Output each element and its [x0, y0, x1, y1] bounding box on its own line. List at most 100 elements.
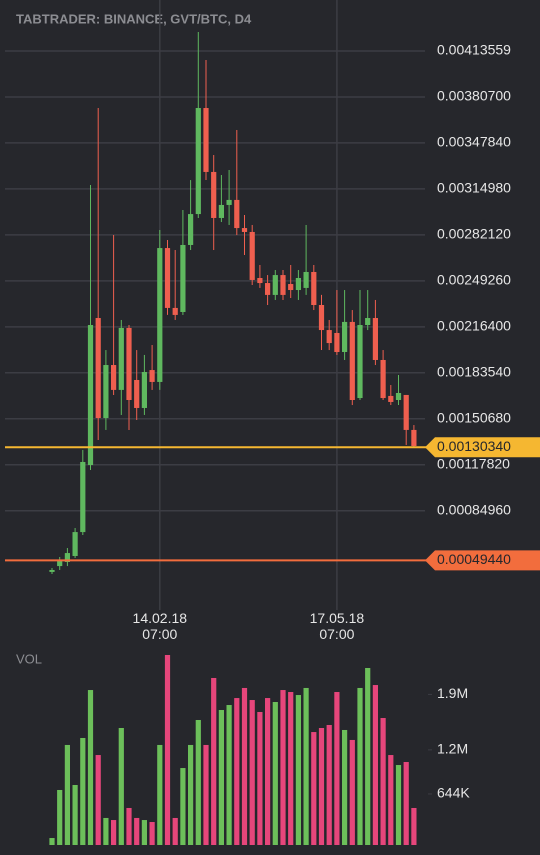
volume-bar [234, 698, 240, 845]
volume-bar [303, 687, 309, 845]
candle-body [111, 365, 117, 390]
volume-bar [95, 755, 101, 845]
candle-body [134, 379, 140, 408]
y-tick-label: 0.00347840 [437, 134, 511, 150]
volume-bar [349, 739, 355, 845]
candle-body [188, 214, 194, 245]
candle-body [157, 248, 163, 382]
volume-bar [164, 654, 171, 845]
volume-bar [265, 698, 271, 845]
y-tick-label: 0.00084960 [437, 501, 511, 517]
volume-bar [295, 695, 301, 845]
price-badge [425, 437, 540, 458]
y-tick-label: 1.9M [437, 685, 468, 701]
candle-body [272, 275, 278, 295]
candle-body [372, 318, 378, 360]
volume-bar [365, 667, 371, 845]
candle-body [295, 277, 301, 291]
candle-body [72, 532, 78, 556]
volume-bar [272, 702, 278, 845]
volume-bar [241, 687, 248, 845]
volume-bar [188, 744, 194, 845]
volume-title: VOL [16, 651, 42, 666]
volume-bar [318, 728, 325, 845]
volume-bar [49, 838, 55, 845]
candle-body [103, 365, 109, 419]
y-tick-label: 0.00249260 [437, 272, 511, 288]
volume-bar [87, 690, 94, 845]
volume-bar [172, 817, 178, 845]
volume-bar [72, 784, 78, 845]
x-tick-label: 14.02.18 07:00 [132, 610, 188, 642]
candle-body [80, 461, 86, 533]
candle-body [141, 372, 147, 408]
volume-bar [280, 690, 286, 845]
candle-body [126, 327, 132, 400]
volume-bar [249, 700, 255, 845]
y-tick-label: 0.00314980 [437, 180, 511, 196]
candle-body [303, 271, 309, 288]
volume-bar [411, 807, 417, 845]
candle-body [164, 248, 171, 308]
y-tick-label: 0.00413559 [437, 42, 511, 58]
candle-body [326, 330, 332, 344]
candle-body [57, 561, 63, 567]
volume-bar [134, 817, 140, 845]
y-tick-label: 1.2M [437, 741, 468, 757]
candle-body [49, 569, 55, 572]
candle-body [411, 429, 417, 447]
volume-bar [334, 692, 340, 845]
y-tick-label: 0.00282120 [437, 226, 511, 242]
candle-body [241, 228, 248, 232]
volume-bar [311, 732, 317, 845]
volume-bar [141, 820, 147, 845]
volume-bar [288, 692, 294, 845]
candle-body [395, 393, 402, 400]
price-line-label: 0.00049440 [437, 551, 511, 567]
candle-body [257, 277, 263, 284]
candle-body [64, 553, 70, 563]
y-tick-label: 644K [437, 785, 470, 801]
candle-body [357, 325, 363, 399]
candle-body [211, 171, 217, 218]
candle-body [226, 199, 232, 205]
y-tick-label: 0.00150680 [437, 409, 511, 425]
candle-body [95, 318, 101, 419]
candle-body [118, 327, 124, 390]
volume-bar [342, 729, 348, 845]
candle-body [311, 271, 317, 305]
candle-body [203, 108, 209, 172]
price-badge [425, 550, 540, 571]
y-tick-label: 0.00216400 [437, 318, 511, 334]
candle-body [218, 204, 224, 218]
volume-bar [395, 765, 402, 845]
volume-bar [388, 755, 394, 845]
candle-body [288, 284, 294, 291]
candle-body [280, 275, 286, 295]
y-tick-label: 0.00183540 [437, 364, 511, 380]
volume-bar [80, 737, 86, 845]
y-tick-label: 0.00380700 [437, 88, 511, 104]
volume-bar [64, 744, 70, 845]
candle-body [195, 108, 201, 215]
volume-bar [103, 817, 109, 845]
volume-bar [180, 768, 186, 845]
candle-body [365, 318, 371, 326]
volume-bar [211, 677, 217, 845]
volume-bar [203, 744, 209, 845]
candle-body [349, 321, 355, 400]
volume-bar [149, 822, 155, 845]
volume-bar [257, 711, 263, 845]
volume-bar [218, 710, 224, 845]
volume-bar [157, 744, 163, 845]
x-tick-label: 17.05.18 07:00 [309, 610, 365, 642]
candle-body [403, 394, 409, 430]
candle-body [249, 231, 255, 280]
price-line-label: 0.00130340 [437, 438, 511, 454]
volume-bar [118, 728, 124, 845]
candle-body [149, 370, 155, 382]
volume-bar [380, 718, 386, 845]
candle-body [380, 359, 386, 399]
